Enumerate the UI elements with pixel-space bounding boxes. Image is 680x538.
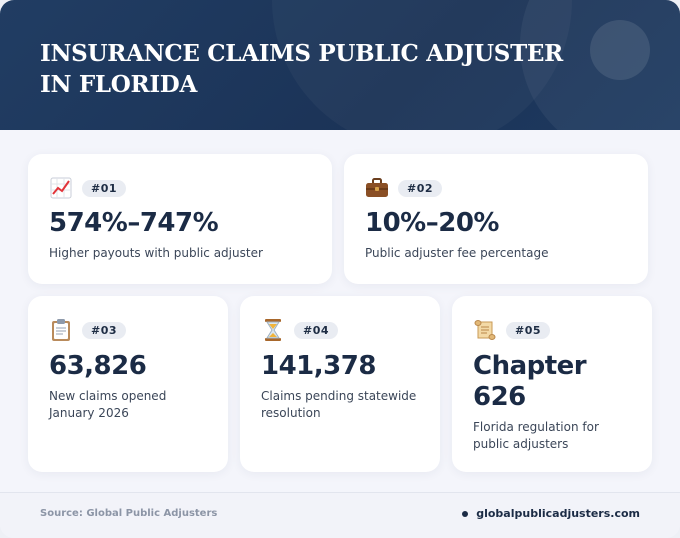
card-header: #02 <box>365 176 443 200</box>
website-link[interactable]: globalpublicadjusters.com <box>462 507 640 520</box>
stat-value: 141,378 <box>261 351 376 381</box>
desc-line: Florida regulation for <box>473 420 599 434</box>
decorative-circle <box>590 20 650 80</box>
stat-description: New claims opened January 2026 <box>49 388 166 422</box>
stat-value: Chapter 626 <box>473 351 587 413</box>
card-number-badge: #02 <box>398 179 443 197</box>
stat-value: 574%–747% <box>49 208 219 238</box>
briefcase-icon <box>365 176 389 200</box>
stat-description: Higher payouts with public adjuster <box>49 245 263 262</box>
card-number-badge: #04 <box>294 321 339 339</box>
card-number-badge: #05 <box>506 321 551 339</box>
bullet-dot-icon <box>462 510 469 517</box>
scroll-icon <box>473 318 497 342</box>
stat-value: 10%–20% <box>365 208 499 238</box>
card-number-badge: #01 <box>82 179 127 197</box>
card-header: #05 <box>473 318 551 342</box>
desc-line: public adjusters <box>473 437 569 451</box>
desc-line: resolution <box>261 406 321 420</box>
desc-line: Public adjuster fee percentage <box>365 246 549 260</box>
value-line: Chapter <box>473 351 587 381</box>
stat-card-03: #03 63,826 New claims opened January 202… <box>28 296 228 472</box>
card-number-badge: #03 <box>82 321 127 339</box>
stat-description: Florida regulation for public adjusters <box>473 419 599 453</box>
stat-value: 63,826 <box>49 351 147 381</box>
website-label[interactable]: globalpublicadjusters.com <box>476 507 640 520</box>
chart-increasing-icon <box>49 176 73 200</box>
footer: Source: Global Public Adjusters globalpu… <box>0 492 680 538</box>
desc-line: Higher payouts with public adjuster <box>49 246 263 260</box>
stat-description: Public adjuster fee percentage <box>365 245 548 262</box>
stat-description: Claims pending statewide resolution <box>261 388 416 422</box>
card-header: #03 <box>49 318 127 342</box>
desc-line: New claims opened <box>49 389 167 403</box>
stat-card-01: #01 574%–747% Higher payouts with public… <box>28 154 332 284</box>
hourglass-icon <box>261 318 285 342</box>
card-header: #01 <box>49 176 127 200</box>
header-banner: INSURANCE CLAIMS PUBLIC ADJUSTER IN FLOR… <box>0 0 680 130</box>
stat-card-04: #04 141,378 Claims pending statewide res… <box>240 296 440 472</box>
value-line: 626 <box>473 382 526 412</box>
desc-line: January 2026 <box>49 406 129 420</box>
clipboard-icon <box>49 318 73 342</box>
card-header: #04 <box>261 318 339 342</box>
stat-card-02: #02 10%–20% Public adjuster fee percenta… <box>344 154 648 284</box>
title-line: IN FLORIDA <box>40 71 197 98</box>
page-title: INSURANCE CLAIMS PUBLIC ADJUSTER IN FLOR… <box>40 38 563 100</box>
stat-card-05: #05 Chapter 626 Florida regulation for p… <box>452 296 652 472</box>
decorative-circle <box>520 0 680 130</box>
source-credit: Source: Global Public Adjusters <box>40 508 218 519</box>
title-line: INSURANCE CLAIMS PUBLIC ADJUSTER <box>40 40 563 67</box>
desc-line: Claims pending statewide <box>261 389 417 403</box>
